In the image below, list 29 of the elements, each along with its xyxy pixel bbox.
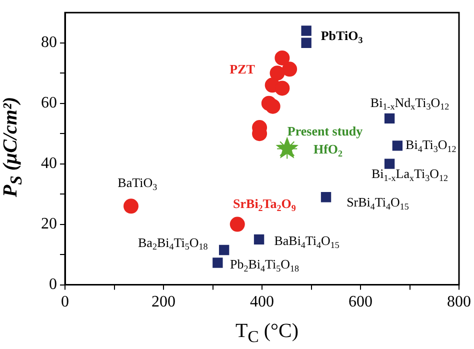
point xyxy=(384,158,395,169)
point xyxy=(274,50,290,66)
y-tick-label: 60 xyxy=(41,94,57,112)
point xyxy=(392,140,403,151)
point xyxy=(265,98,280,114)
point xyxy=(270,66,285,81)
x-tick-label: 800 xyxy=(447,294,471,311)
y-tick-label: 20 xyxy=(41,216,57,233)
x-tick-label: 200 xyxy=(152,294,176,311)
x-tick-label: 400 xyxy=(250,294,274,311)
x-tick-label: 0 xyxy=(61,294,69,311)
point xyxy=(212,258,223,268)
x-tick-label: 600 xyxy=(348,294,372,311)
point xyxy=(301,26,312,36)
annotation: Present study xyxy=(287,123,364,138)
point xyxy=(384,113,395,124)
point xyxy=(123,198,138,214)
x-axis-title: T$_{C}$ (°C) xyxy=(234,320,300,347)
annotation: PZT xyxy=(230,61,256,76)
point xyxy=(320,192,332,202)
point xyxy=(274,80,290,96)
y-tick-label: 80 xyxy=(41,34,57,52)
point xyxy=(254,234,264,245)
point xyxy=(230,216,245,232)
point xyxy=(301,38,312,48)
point xyxy=(282,62,298,77)
y-tick-label: 0 xyxy=(49,276,57,294)
point xyxy=(218,244,230,256)
y-tick-label: 40 xyxy=(41,155,57,172)
